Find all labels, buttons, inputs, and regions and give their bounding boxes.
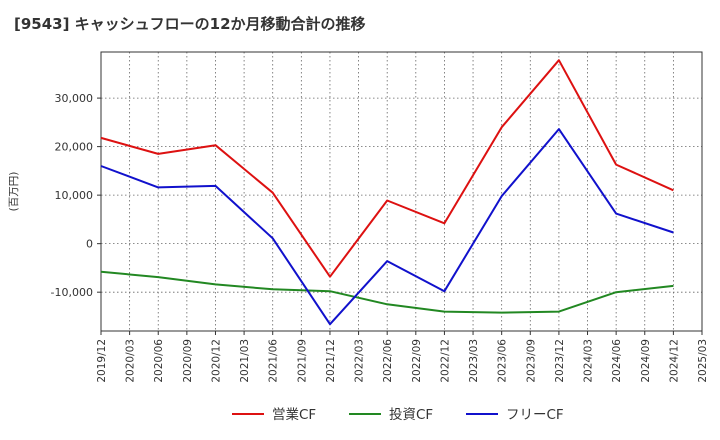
x-tick-label: 2022/09 <box>411 339 423 383</box>
grid <box>101 52 702 331</box>
y-tick-label: 30,000 <box>55 92 94 105</box>
x-tick-label: 2021/03 <box>239 339 251 383</box>
x-tick-label: 2023/12 <box>554 339 566 383</box>
x-tick-label: 2021/09 <box>296 339 308 383</box>
x-tick-label: 2024/09 <box>640 339 652 383</box>
x-axis: 2019/12 2020/03 2020/06 2020/09 2020/12 2021/… <box>96 331 709 383</box>
x-tick-label: 2020/03 <box>125 339 137 383</box>
legend: 営業CF 投資CF フリーCF <box>232 407 564 423</box>
series-line-営業CF <box>100 59 674 278</box>
legend-label: 営業CF <box>272 407 316 423</box>
x-tick-label: 2020/06 <box>153 339 165 383</box>
x-tick-label: 2021/06 <box>268 339 280 383</box>
x-tick-label: 2025/03 <box>697 339 709 383</box>
x-tick-label: 2022/06 <box>382 339 394 383</box>
y-tick-label: -10,000 <box>51 286 93 299</box>
x-tick-label: 2023/03 <box>468 339 480 383</box>
x-tick-label: 2019/12 <box>96 339 108 383</box>
x-tick-label: 2023/06 <box>497 339 509 383</box>
y-axis: -10,000 0 10,000 20,000 30,000 <box>51 92 101 299</box>
x-tick-label: 2024/12 <box>668 339 680 383</box>
x-tick-label: 2020/12 <box>210 339 222 383</box>
plot-frame <box>100 51 703 332</box>
series-lines <box>100 59 674 326</box>
x-tick-label: 2022/03 <box>354 339 366 383</box>
y-tick-label: 10,000 <box>55 189 94 202</box>
legend-label: フリーCF <box>506 407 564 423</box>
chart-title: [9543] キャッシュフローの12か月移動合計の推移 <box>14 15 366 33</box>
series-line-投資CF <box>100 270 674 314</box>
y-tick-label: 0 <box>86 238 93 251</box>
x-tick-label: 2023/09 <box>525 339 537 383</box>
x-tick-label: 2020/09 <box>182 339 194 383</box>
x-tick-label: 2022/12 <box>439 339 451 383</box>
y-axis-label: (百万円) <box>8 172 20 212</box>
x-tick-label: 2021/12 <box>325 339 337 383</box>
legend-label: 投資CF <box>389 407 433 423</box>
x-tick-label: 2024/06 <box>611 339 623 383</box>
x-tick-label: 2024/03 <box>583 339 595 383</box>
y-axis-label-group: (百万円) <box>8 172 20 212</box>
series-line-フリーCF <box>100 128 674 326</box>
y-tick-label: 20,000 <box>55 141 94 154</box>
